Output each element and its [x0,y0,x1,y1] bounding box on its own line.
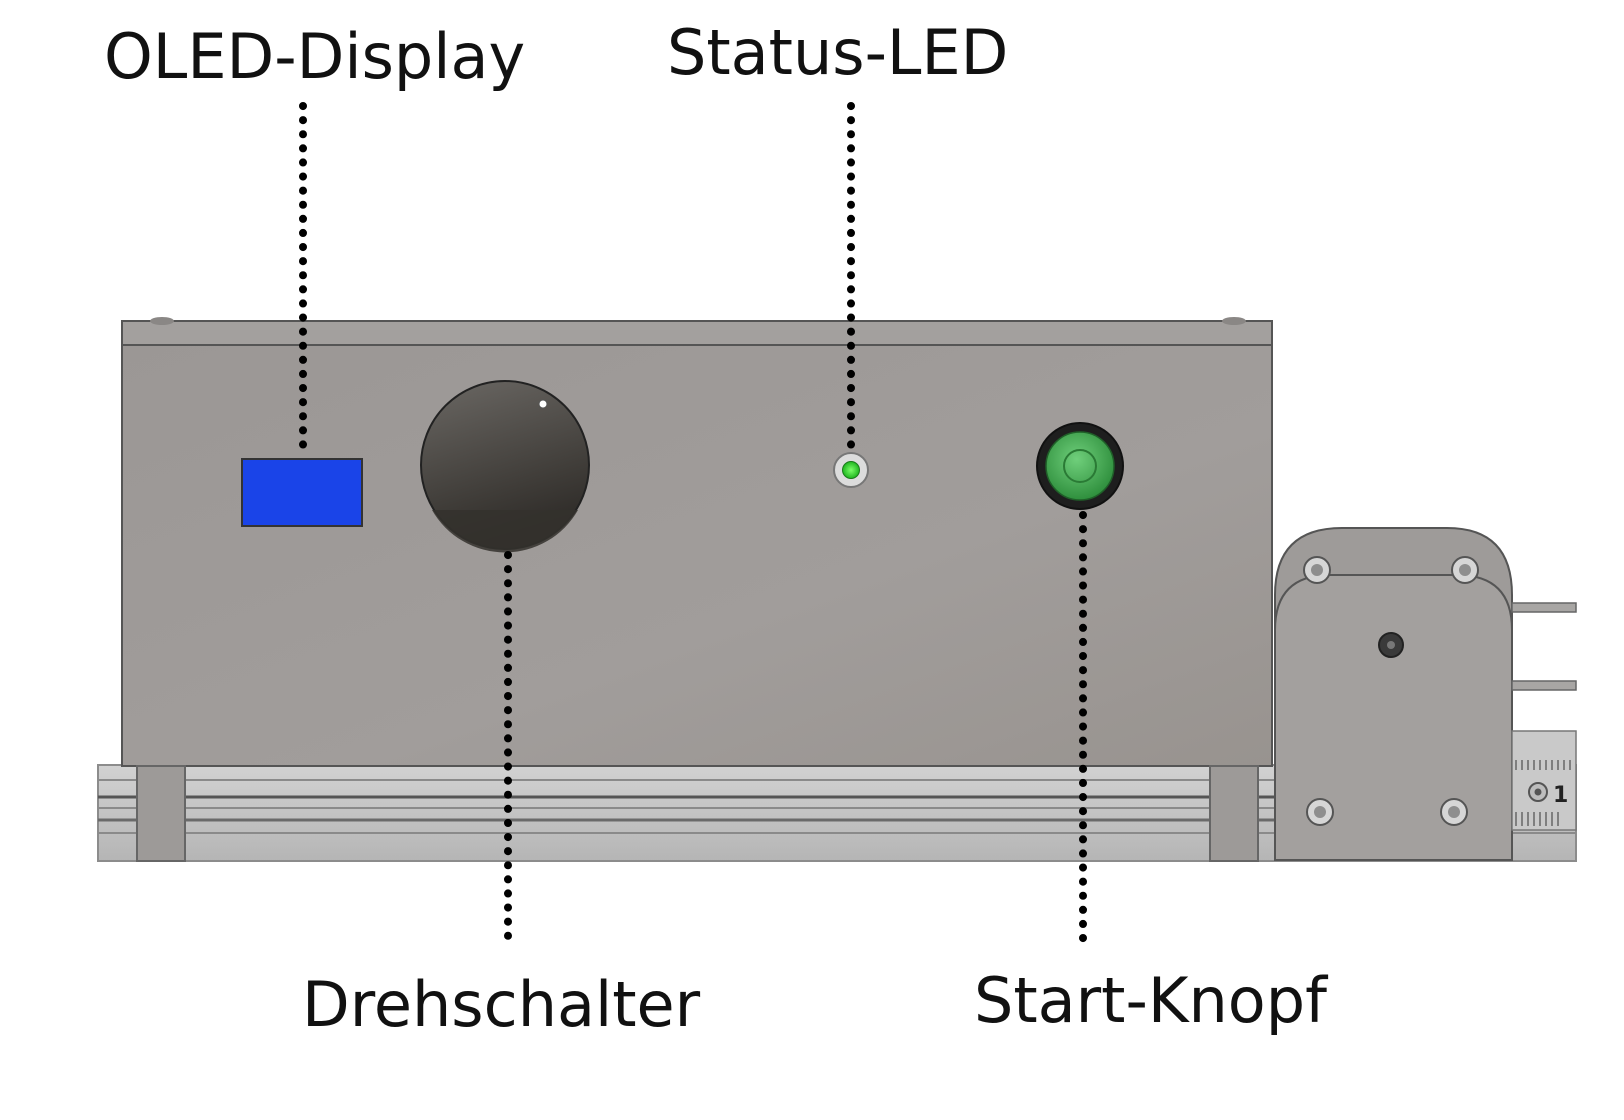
screw-icon [1440,798,1468,826]
oled-display [241,458,363,527]
screw-icon [1306,798,1334,826]
label-oled-display: OLED-Display [104,20,526,93]
rail-clamp-left [136,765,186,862]
ruler-mark: 1 [1553,783,1568,808]
label-drehschalter: Drehschalter [302,968,701,1041]
motor-bracket: 1 [1274,527,1577,861]
screw-icon [1303,556,1331,584]
label-start-knopf: Start-Knopf [974,964,1327,1037]
rotary-knob[interactable] [420,380,590,553]
start-button[interactable] [1036,422,1124,510]
label-status-led: Status-LED [667,16,1009,89]
housing [121,317,1273,767]
status-led [833,452,869,488]
rail-clamp-right [1209,765,1259,862]
screw-icon [1451,556,1479,584]
